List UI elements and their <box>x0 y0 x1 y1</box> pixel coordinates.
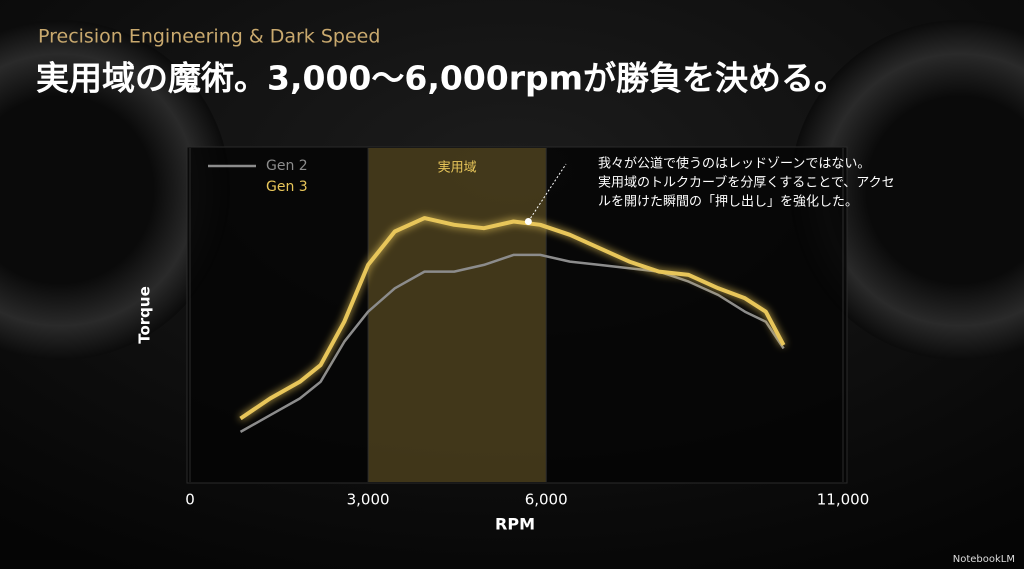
x-axis-label: RPM <box>495 515 535 534</box>
subtitle: Precision Engineering & Dark Speed <box>38 26 380 48</box>
legend-label: Gen 3 <box>266 179 308 195</box>
plot-area <box>186 146 848 484</box>
annotation-text: 我々が公道で使うのはレッドゾーンではない。 <box>598 156 870 172</box>
tire-left <box>0 20 230 360</box>
highlight-band <box>368 148 547 482</box>
annotation-text: 実用域のトルクカーブを分厚くすることで、アクセ <box>598 175 895 191</box>
annotation-leader <box>527 163 567 222</box>
footer: NotebookLM <box>953 554 1015 565</box>
series-line <box>239 216 786 421</box>
tire-right <box>790 20 1024 360</box>
y-axis-label: Torque <box>136 286 154 344</box>
x-tick-label: 3,000 <box>347 491 390 509</box>
x-tick-label: 6,000 <box>525 491 568 509</box>
legend-label: Gen 2 <box>266 158 308 174</box>
series-line <box>239 253 785 433</box>
x-tick-label: 0 <box>185 491 195 509</box>
chart-title: 実用域の魔術。3,000〜6,000rpmが勝負を決める。 <box>36 59 847 98</box>
x-tick-label: 11,000 <box>817 491 870 509</box>
chart: 実用域 0 3,000 6,000 11,000 Gen 2 Gen 3 我々が公道で使うのは… <box>185 148 895 509</box>
highlight-label: 実用域 <box>438 160 477 176</box>
annotation-text: ルを開けた瞬間の「押し出し」を強化した。 <box>598 195 858 210</box>
